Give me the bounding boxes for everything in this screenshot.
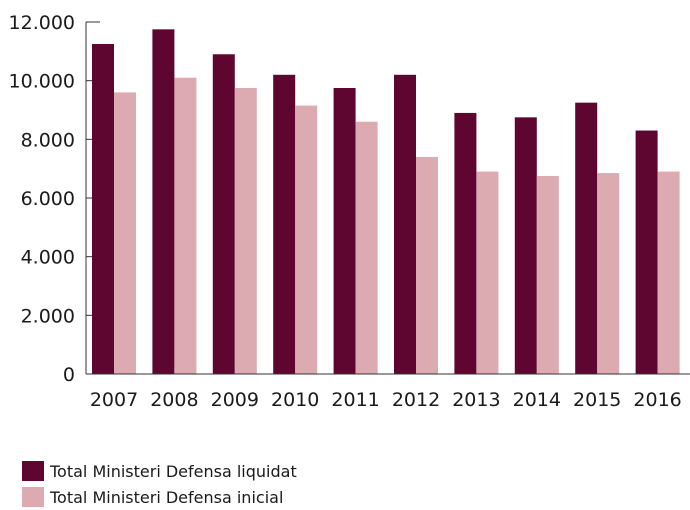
- legend-item-liquidat: Total Ministeri Defensa liquidat: [22, 458, 297, 484]
- y-tick-label: 4.000: [21, 247, 75, 269]
- x-tick-label: 2007: [90, 389, 138, 411]
- bar-liquidat-2015: [575, 102, 598, 375]
- y-tick-label: 12.000: [9, 12, 75, 34]
- legend-swatch-inicial: [22, 487, 44, 507]
- x-tick-label: 2011: [331, 389, 379, 411]
- bar-liquidat-2007: [92, 44, 114, 374]
- bar-inicial-2007: [114, 92, 136, 375]
- bar-inicial-2014: [536, 176, 559, 374]
- bars: [92, 29, 680, 375]
- x-tick-label: 2016: [633, 389, 681, 411]
- legend-swatch-liquidat: [22, 461, 44, 481]
- y-tick-label: 0: [63, 364, 75, 386]
- bar-inicial-2010: [295, 105, 318, 374]
- y-tick-label: 6.000: [21, 188, 75, 210]
- bar-inicial-2012: [416, 156, 438, 374]
- bar-inicial-2015: [597, 173, 620, 374]
- x-tick-label: 2010: [271, 389, 319, 411]
- bar-liquidat-2008: [152, 29, 175, 374]
- bar-liquidat-2013: [454, 112, 477, 374]
- bar-liquidat-2011: [333, 88, 356, 374]
- bar-liquidat-2010: [273, 74, 296, 375]
- y-tick-label: 8.000: [21, 129, 75, 151]
- x-tick-label: 2014: [513, 389, 561, 411]
- x-tick-label: 2009: [211, 389, 259, 411]
- x-tick-label: 2008: [150, 389, 198, 411]
- y-tick-label: 2.000: [21, 305, 75, 327]
- y-tick-label: 10.000: [9, 71, 75, 93]
- x-tick-label: 2012: [392, 389, 440, 411]
- legend-item-inicial: Total Ministeri Defensa inicial: [22, 484, 297, 510]
- bar-liquidat-2009: [212, 54, 235, 375]
- bar-inicial-2011: [355, 121, 378, 374]
- legend-label-liquidat: Total Ministeri Defensa liquidat: [50, 461, 297, 481]
- bar-inicial-2013: [476, 171, 499, 374]
- x-axis: 2007 2008 2009 2010 2011 2012 2013 2014 2015 2016: [86, 373, 690, 411]
- x-tick-label: 2013: [452, 389, 500, 411]
- legend: Total Ministeri Defensa liquidat Total M…: [22, 458, 297, 510]
- bar-liquidat-2016: [635, 130, 658, 374]
- bar-liquidat-2012: [394, 74, 416, 375]
- y-axis: 0 2.000 4.000 6.000 8.000 10.000 12.000: [9, 12, 100, 386]
- bar-inicial-2009: [234, 88, 257, 374]
- bar-liquidat-2014: [514, 117, 537, 374]
- bar-inicial-2016: [657, 171, 680, 374]
- legend-label-inicial: Total Ministeri Defensa inicial: [50, 487, 284, 507]
- bar-inicial-2008: [174, 77, 197, 374]
- x-tick-label: 2015: [573, 389, 621, 411]
